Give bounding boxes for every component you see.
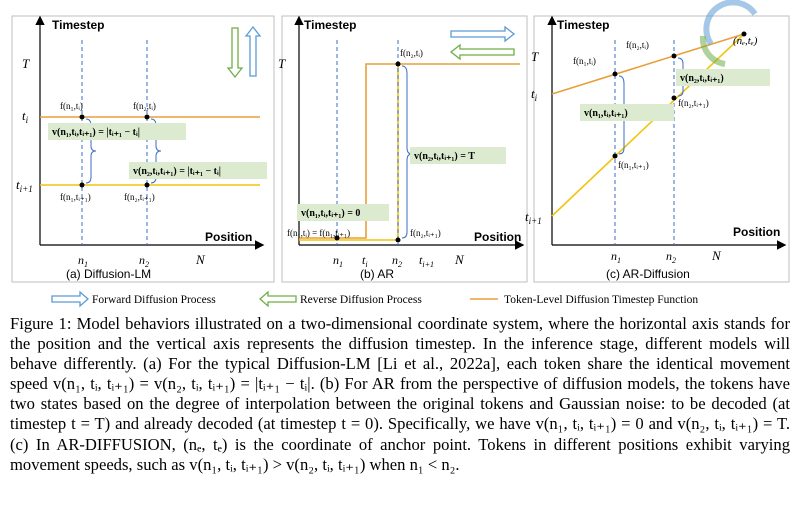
panel-a-annotation-2: v(n₂,tᵢ,tᵢ₊₁) = |tᵢ₊₁ − tᵢ| <box>133 166 221 177</box>
panel-a-tick-ti1: ti+1 <box>16 177 33 194</box>
panel-b-caption: (b) AR <box>360 267 394 281</box>
panel-c-tick-N: N <box>711 248 722 263</box>
panel-c-tick-n1: n1 <box>611 249 621 265</box>
panel-c-label-f-n1-ti1: f(n₁,tᵢ₊₁) <box>618 160 649 170</box>
panel-b-step-ti <box>299 63 520 239</box>
panel-c-annotation-1: v(n₁,tᵢ,tᵢ₊₁) <box>584 108 628 119</box>
panel-a-brace-2 <box>150 118 162 184</box>
panel-a-tick-ti: ti <box>22 108 29 125</box>
panel-c-annotation-box-2 <box>676 69 770 86</box>
panel-a-label-f-n2-ti1: f(n₂,tᵢ₊₁) <box>124 192 155 202</box>
panel-c-anchor-label: (nₑ,tₑ) <box>733 35 758 47</box>
panel-a-direction-arrows <box>226 25 262 79</box>
panel-c-tick-T: T <box>531 49 539 64</box>
panel-a-label-f-n2-ti: f(n₂,tᵢ) <box>133 101 156 111</box>
panel-c-label-f-n2-ti: f(n₂,tᵢ) <box>626 40 649 50</box>
panel-a-brace-1 <box>85 118 97 184</box>
legend-forward-arrow-icon <box>51 290 89 308</box>
panel-b-tick-N: N <box>454 252 465 267</box>
panel-c-point <box>612 153 618 159</box>
panel-c-point <box>671 95 677 101</box>
panel-c-label-f-n1-ti: f(n₁,tᵢ) <box>573 56 596 66</box>
panel-c-y-label: Timestep <box>557 18 609 32</box>
panel-a-annotation-box-1 <box>48 123 186 140</box>
panel-c-label-f-n2-ti1: f(n₂,tᵢ₊₁) <box>678 98 709 108</box>
panel-b-y-label: Timestep <box>304 18 356 32</box>
panel-a-annotation-1: v(n₁,tᵢ,tᵢ₊₁) = |tᵢ₊₁ − tᵢ| <box>52 127 140 138</box>
panel-a-y-label: Timestep <box>52 18 104 32</box>
panel-c-annotation-2: v(n₂,tᵢ,tᵢ₊₁) <box>680 73 724 84</box>
panel-c-point <box>671 53 677 59</box>
panel-a-label-f-n1-ti: f(n₁,tᵢ) <box>60 101 83 111</box>
panel-b-x-label: Position <box>474 230 521 244</box>
panel-c-annotation-box-1 <box>580 104 674 121</box>
panel-c-point <box>612 71 618 77</box>
panel-a-caption: (a) Diffusion-LM <box>66 267 151 281</box>
legend-reverse-arrow-icon <box>259 290 297 308</box>
panel-b-annotation-box-2 <box>410 147 506 164</box>
panel-a-tick-N: N <box>195 252 206 267</box>
panel-c-anchor-arc-blue <box>703 0 758 46</box>
panel-a-x-label: Position <box>205 230 252 244</box>
panel-c-tick-n2: n2 <box>666 249 676 265</box>
panel-b-frame <box>281 15 528 283</box>
panel-c-x-label: Position <box>733 225 780 239</box>
panel-c-frame <box>533 15 790 283</box>
panel-c-tick-ti1: ti+1 <box>525 209 542 226</box>
panel-a-point <box>79 114 85 120</box>
panel-b-direction-arrows <box>449 25 516 61</box>
reverse-arrow-icon <box>449 43 515 61</box>
caption-text: Figure 1: Model behaviors illustrated on… <box>10 314 790 474</box>
legend-forward-label: Forward Diffusion Process <box>92 294 216 306</box>
reverse-arrow-icon <box>226 27 244 79</box>
panel-a-tick-n2: n2 <box>139 253 149 269</box>
panel-b: Timestep Position T f(n₂,tᵢ) f(n₁,tᵢ) = … <box>278 15 528 283</box>
panel-b-tick-n2: n2 <box>392 253 402 269</box>
forward-arrow-icon <box>244 25 262 77</box>
panel-a-label-f-n1-ti1: f(n₁,tᵢ₊₁) <box>60 192 91 202</box>
panel-c-tick-ti: ti <box>531 86 538 103</box>
panel-b-annotation-2: v(n₂,tᵢ,tᵢ₊₁) = T <box>414 151 475 162</box>
panel-c: Timestep Position T ti ti+1 f(n₁,tᵢ) f(n… <box>525 0 790 283</box>
panel-b-point <box>395 61 401 67</box>
panel-a-point <box>144 114 150 120</box>
panel-a: Timestep Position T ti ti+1 f(n₁,tᵢ) f(n… <box>11 15 275 283</box>
figure: Timestep Position T ti ti+1 f(n₁,tᵢ) f(n… <box>11 0 790 308</box>
panel-c-anchor-point <box>741 31 747 37</box>
panel-b-tick-ti: ti <box>362 253 368 269</box>
panel-b-point <box>334 235 340 241</box>
panel-c-line-ti1 <box>551 33 745 217</box>
panel-b-tick-T: T <box>278 56 286 71</box>
forward-arrow-icon <box>450 25 516 43</box>
panel-b-label-f-n1: f(n₁,tᵢ) = f(n₁,tᵢ₊₁) <box>287 228 350 238</box>
legend: Forward Diffusion Process Reverse Diffus… <box>51 290 698 308</box>
panel-a-point <box>79 182 85 188</box>
panel-b-point <box>395 237 401 243</box>
figure-caption: Figure 1: Model behaviors illustrated on… <box>10 314 790 475</box>
panel-a-annotation-box-2 <box>129 162 267 179</box>
panel-a-tick-T: T <box>22 56 30 71</box>
panel-b-annotation-box-1 <box>297 204 389 221</box>
panel-b-tick-n1: n1 <box>333 253 343 269</box>
panel-a-point <box>144 182 150 188</box>
panel-c-caption: (c) AR-Diffusion <box>606 267 690 281</box>
panel-a-tick-n1: n1 <box>78 253 88 269</box>
panel-a-frame <box>11 15 275 283</box>
panel-c-anchor-arc-green <box>699 35 726 67</box>
panel-b-label-f-n2-ti: f(n₂,tᵢ) <box>400 48 423 58</box>
panel-b-annotation-1: v(n₁,tᵢ,tᵢ₊₁) = 0 <box>301 208 360 219</box>
legend-reverse-label: Reverse Diffusion Process <box>300 294 422 306</box>
panel-b-label-f-n2-ti1: f(n₂,tᵢ₊₁) <box>410 228 441 238</box>
legend-function-label: Token-Level Diffusion Timestep Function <box>504 294 698 306</box>
panel-b-tick-ti1: ti+1 <box>419 253 434 269</box>
panel-c-line-ti <box>551 33 745 95</box>
